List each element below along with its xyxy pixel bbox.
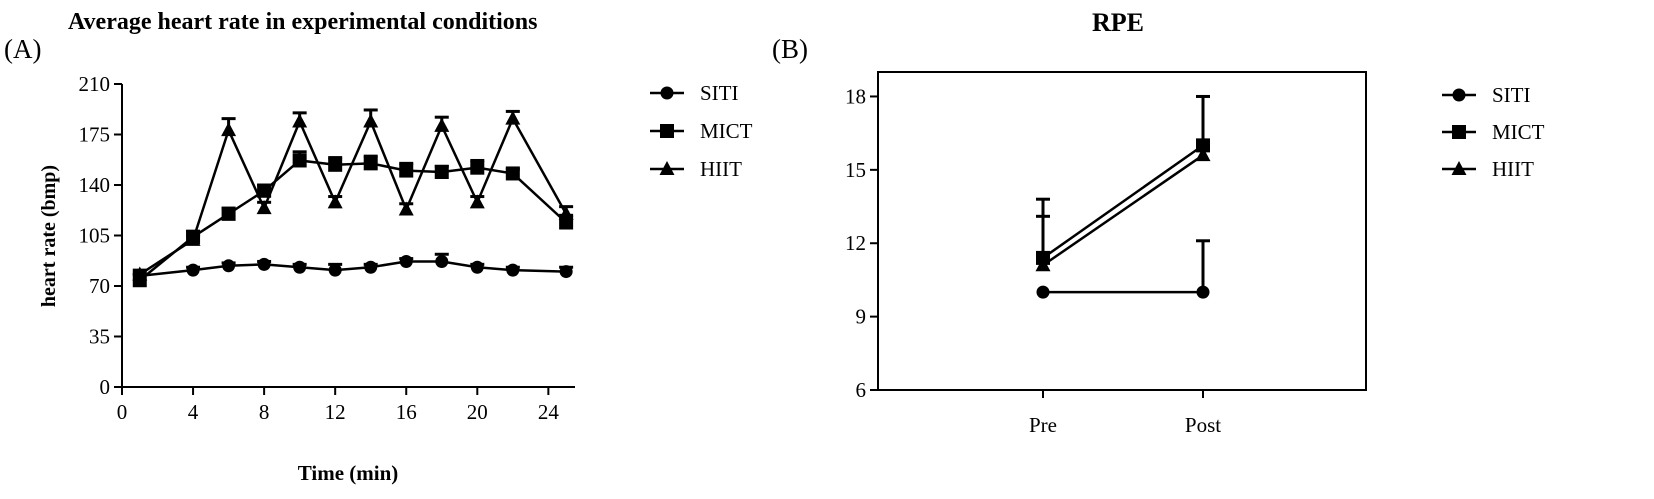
data-point-siti — [470, 260, 484, 274]
x-tick-label: 12 — [325, 400, 346, 424]
series-line-siti — [139, 260, 567, 278]
y-tick-label: 175 — [79, 123, 111, 147]
legend-label-siti: SITI — [700, 81, 739, 105]
data-point-siti — [435, 254, 449, 268]
data-point-siti — [506, 263, 520, 277]
panel-b-y-ticks: 6 9 12 15 18 — [845, 84, 878, 402]
legend-marker-siti — [660, 86, 674, 100]
y-tick-label: 70 — [89, 274, 110, 298]
legend-marker-siti — [1452, 88, 1466, 102]
panel-a-x-ticks: 0 4 8 12 16 20 24 — [117, 387, 560, 424]
data-point-hiit — [327, 194, 343, 209]
x-tick-label: 16 — [396, 400, 417, 424]
data-point-siti — [186, 263, 200, 277]
legend-marker-hiit — [1451, 161, 1467, 175]
x-tick-label: 24 — [538, 400, 560, 424]
series-line-hiit — [139, 115, 568, 276]
y-tick-label: 35 — [89, 325, 110, 349]
y-tick-label: 210 — [79, 72, 111, 96]
panel-a-series — [132, 108, 574, 288]
y-tick-label: 140 — [79, 173, 111, 197]
legend-marker-mict — [660, 124, 674, 138]
data-point-mict — [257, 183, 272, 198]
panel-a-title: Average heart rate in experimental condi… — [68, 9, 537, 35]
x-tick-label: 0 — [117, 400, 128, 424]
data-point-hiit — [292, 113, 308, 128]
panel-a-y-axis-label: heart rate (bmp) — [38, 165, 60, 307]
data-point-hiit — [1195, 147, 1211, 162]
data-point-siti — [257, 257, 271, 271]
data-point-hiit — [132, 266, 148, 281]
x-tick-label: Pre — [1029, 413, 1057, 437]
panel-b-x-ticks: Pre Post — [1029, 390, 1221, 437]
data-point-hiit — [363, 113, 379, 128]
series-mict — [1036, 94, 1210, 265]
panel-b-legend: SITI MICT HIIT — [1442, 83, 1545, 181]
panel-b-plot-frame — [877, 71, 1367, 391]
data-point-hiit — [185, 231, 201, 246]
data-point-mict — [470, 160, 485, 175]
legend-label-hiit: HIIT — [1492, 157, 1534, 181]
data-point-mict — [399, 163, 414, 178]
panel-b-label: (B) — [772, 34, 808, 64]
legend-label-mict: MICT — [1492, 120, 1545, 144]
data-point-mict — [434, 165, 449, 180]
series-line-mict — [1042, 144, 1204, 259]
panel-a-label: (A) — [4, 34, 41, 64]
data-point-hiit — [221, 122, 237, 137]
y-tick-label: 105 — [79, 224, 111, 248]
data-point-siti — [222, 259, 236, 273]
data-point-mict — [221, 206, 236, 221]
series-hiit — [132, 108, 574, 281]
panel-b: (B) RPE 6 9 12 15 18 Pre Post SITI MICT HIIT — [772, 8, 1545, 437]
x-tick-label: 20 — [467, 400, 488, 424]
y-tick-label: 18 — [845, 84, 866, 108]
data-point-hiit — [1035, 257, 1051, 272]
panel-a-legend: SITI MICT HIIT — [650, 81, 753, 181]
data-point-hiit — [434, 117, 450, 132]
series-line-mict — [138, 159, 567, 282]
x-tick-label: 8 — [259, 400, 270, 424]
x-tick-label: 4 — [188, 400, 199, 424]
x-tick-label: Post — [1185, 413, 1221, 437]
data-point-siti — [399, 254, 413, 268]
legend-label-hiit: HIIT — [700, 157, 742, 181]
panel-a-y-ticks: 0 35 70 105 140 175 210 — [79, 72, 122, 399]
y-tick-label: 6 — [856, 378, 867, 402]
data-point-siti — [1036, 285, 1050, 299]
y-tick-label: 0 — [100, 375, 111, 399]
data-point-hiit — [558, 205, 574, 220]
data-point-siti — [1196, 285, 1210, 299]
data-point-hiit — [398, 201, 414, 216]
data-point-mict — [1196, 138, 1210, 153]
series-siti — [132, 252, 574, 283]
data-point-hiit — [469, 194, 485, 209]
data-point-siti — [328, 263, 342, 277]
data-point-mict — [505, 166, 520, 181]
data-point-hiit — [505, 110, 521, 125]
y-tick-label: 15 — [845, 158, 866, 182]
data-point-mict — [292, 153, 307, 168]
data-point-siti — [559, 265, 573, 279]
data-point-siti — [364, 260, 378, 274]
data-point-siti — [293, 260, 307, 274]
legend-marker-mict — [1452, 125, 1466, 139]
panel-a-x-axis-label: Time (min) — [298, 461, 399, 485]
series-hiit — [1035, 147, 1211, 272]
data-point-mict — [363, 156, 378, 171]
legend-label-mict: MICT — [700, 119, 753, 143]
panel-b-series — [1035, 94, 1211, 299]
data-point-hiit — [256, 200, 272, 215]
panel-a: (A) Average heart rate in experimental c… — [4, 9, 753, 485]
series-siti — [1036, 239, 1210, 299]
y-tick-label: 9 — [856, 305, 867, 329]
legend-marker-hiit — [659, 161, 675, 175]
y-tick-label: 12 — [845, 231, 866, 255]
series-line-hiit — [1042, 154, 1204, 267]
legend-label-siti: SITI — [1492, 83, 1531, 107]
data-point-mict — [328, 157, 343, 172]
panel-b-title: RPE — [1092, 8, 1144, 37]
